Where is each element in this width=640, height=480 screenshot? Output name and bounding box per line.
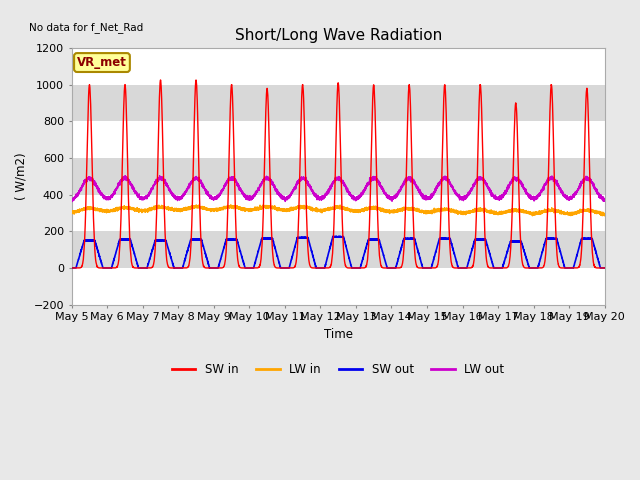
Bar	[72, 85, 605, 121]
Y-axis label: ( W/m2): ( W/m2)	[15, 153, 28, 200]
Bar	[72, 158, 605, 195]
Bar	[72, 268, 605, 305]
Bar	[72, 48, 605, 85]
Text: VR_met: VR_met	[77, 56, 127, 69]
Bar	[72, 121, 605, 158]
Legend: SW in, LW in, SW out, LW out: SW in, LW in, SW out, LW out	[167, 359, 509, 381]
Title: Short/Long Wave Radiation: Short/Long Wave Radiation	[234, 28, 442, 43]
X-axis label: Time: Time	[324, 328, 353, 341]
Text: No data for f_Net_Rad: No data for f_Net_Rad	[29, 22, 143, 33]
Bar	[72, 195, 605, 231]
Bar	[72, 231, 605, 268]
